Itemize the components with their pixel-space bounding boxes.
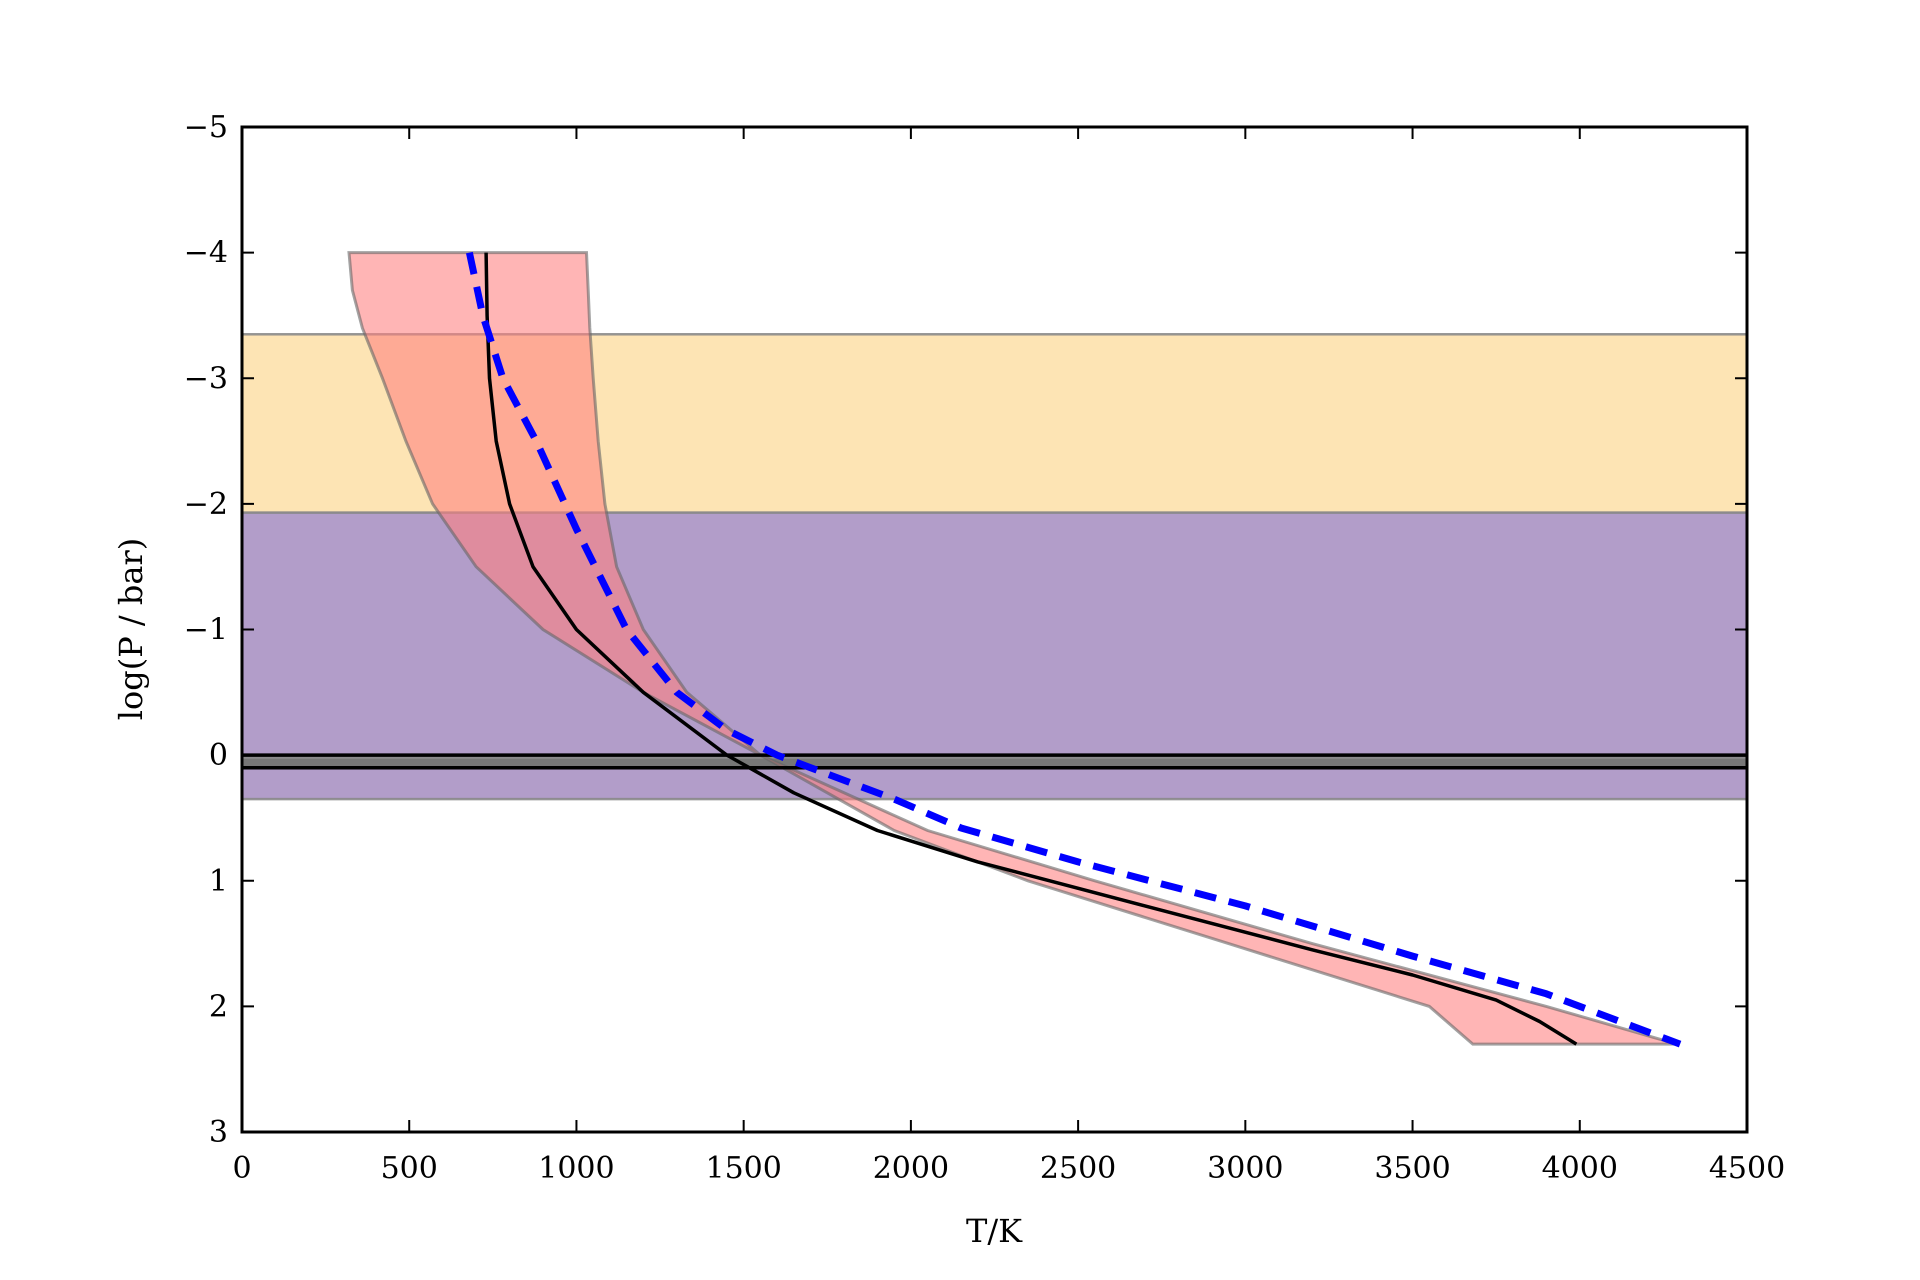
y-tick-label: −3 bbox=[184, 361, 228, 396]
x-tick-label: 500 bbox=[381, 1151, 438, 1186]
solid-profile-line bbox=[484, 252, 1578, 1046]
x-tick-labels: 0 500 1000 1500 2000 2500 3000 3500 4000 4500 bbox=[232, 1151, 1785, 1186]
reference-lines bbox=[242, 753, 1747, 770]
x-tick-label: 1000 bbox=[538, 1151, 614, 1186]
x-tick-label: 3500 bbox=[1374, 1151, 1450, 1186]
y-tick-label: 2 bbox=[209, 989, 228, 1024]
x-tick-label: 4500 bbox=[1709, 1151, 1785, 1186]
y-tick-label: 0 bbox=[209, 738, 228, 773]
x-tick-label: 2500 bbox=[1040, 1151, 1116, 1186]
y-tick-label: −4 bbox=[184, 236, 228, 271]
y-tick-label: 1 bbox=[209, 864, 228, 899]
x-tick-label: 3000 bbox=[1207, 1151, 1283, 1186]
y-tick-labels: −5 −4 −3 −2 −1 0 1 2 3 bbox=[184, 110, 228, 1150]
y-tick-label: −1 bbox=[184, 613, 228, 648]
y-tick-label: −2 bbox=[184, 487, 228, 522]
x-axis-label: T/K bbox=[966, 1212, 1023, 1250]
x-tick-label: 2000 bbox=[873, 1151, 949, 1186]
x-tick-label: 1500 bbox=[705, 1151, 781, 1186]
y-tick-label: −5 bbox=[184, 110, 228, 145]
y-axis-label: log(P / bar) bbox=[112, 538, 150, 720]
dashed-profile-line bbox=[465, 251, 1682, 1048]
axis-ticks bbox=[241, 126, 1748, 1133]
profile-series bbox=[465, 251, 1682, 1048]
x-tick-label: 0 bbox=[232, 1151, 251, 1186]
y-tick-label: 3 bbox=[209, 1115, 228, 1150]
x-tick-label: 4000 bbox=[1542, 1151, 1618, 1186]
